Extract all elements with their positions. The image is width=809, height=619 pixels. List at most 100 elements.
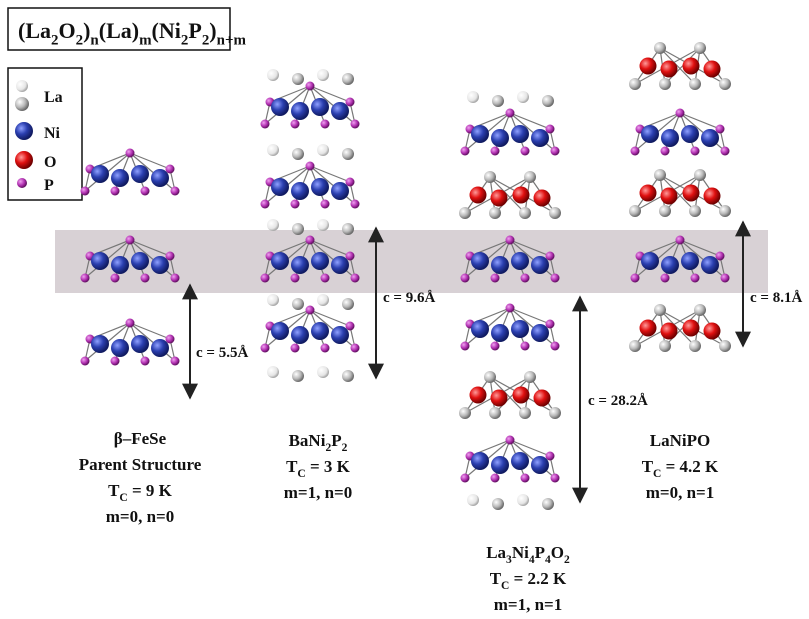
bond (659, 174, 696, 212)
bond (309, 165, 356, 205)
atom (320, 273, 330, 283)
atom (659, 340, 671, 352)
atom (675, 235, 685, 245)
atom (331, 256, 349, 274)
bond (509, 439, 556, 479)
atom (720, 146, 730, 156)
atom (542, 95, 554, 107)
bond (309, 309, 356, 349)
atom (675, 108, 685, 118)
label: TC = 9 K (108, 481, 173, 504)
atom (511, 252, 529, 270)
atom (630, 146, 640, 156)
text-segment: m=0, n=1 (646, 483, 715, 502)
label: c = 8.1Å (750, 290, 802, 306)
bond (659, 309, 696, 347)
atom (291, 256, 309, 274)
label: LaNiPO (650, 431, 710, 450)
text-segment: O (551, 543, 564, 562)
bond (129, 322, 171, 340)
atom (694, 304, 706, 316)
atom (151, 256, 169, 274)
atom (17, 178, 27, 188)
atom (701, 129, 719, 147)
atom (715, 251, 725, 261)
subscript: 4 (545, 553, 551, 566)
atom (111, 169, 129, 187)
atom (471, 452, 489, 470)
atom (694, 169, 706, 181)
atom (484, 371, 496, 383)
atom (517, 91, 529, 103)
bond (489, 376, 526, 414)
atom (524, 171, 536, 183)
atom (682, 57, 700, 75)
atom (342, 73, 354, 85)
atom (331, 326, 349, 344)
atom (460, 146, 470, 156)
atom (305, 305, 315, 315)
atom (131, 165, 149, 183)
bond (489, 176, 526, 214)
atom (520, 473, 530, 483)
atom (639, 57, 657, 75)
label: m=1, n=1 (494, 595, 563, 614)
atom (267, 294, 279, 306)
atom (260, 273, 270, 283)
atom (629, 205, 641, 217)
atom (460, 473, 470, 483)
atom (489, 407, 501, 419)
atom (110, 356, 120, 366)
atom (320, 199, 330, 209)
label: Parent Structure (79, 455, 202, 474)
atom (317, 366, 329, 378)
subscript: 3 (506, 553, 512, 566)
atom (703, 322, 721, 340)
atom (469, 186, 487, 204)
atom (317, 219, 329, 231)
bond (309, 309, 351, 327)
atom (545, 124, 555, 134)
bond (309, 165, 351, 183)
atom (641, 125, 659, 143)
subscript: 2 (181, 33, 188, 49)
bond (509, 112, 556, 152)
atom (694, 42, 706, 54)
text-segment: T (286, 457, 298, 476)
atom (260, 199, 270, 209)
bond (309, 239, 351, 257)
atom (549, 407, 561, 419)
atom (520, 146, 530, 156)
atom (110, 273, 120, 283)
atom (520, 273, 530, 283)
atom (267, 69, 279, 81)
atom (311, 252, 329, 270)
atom (125, 148, 135, 158)
atom (511, 452, 529, 470)
atom (345, 177, 355, 187)
subscript: C (501, 579, 509, 592)
bond (509, 239, 551, 257)
bond (679, 239, 726, 279)
atom (491, 129, 509, 147)
atom (345, 97, 355, 107)
atom (505, 235, 515, 245)
atom (320, 119, 330, 129)
text-segment: (La) (99, 18, 139, 43)
text-segment: P (331, 431, 341, 450)
subscript: 2 (564, 553, 570, 566)
atom (311, 98, 329, 116)
atom (531, 256, 549, 274)
atom (531, 324, 549, 342)
atom (654, 42, 666, 54)
atom (290, 119, 300, 129)
atom (689, 340, 701, 352)
atom (140, 356, 150, 366)
atom (639, 184, 657, 202)
subscript: 4 (529, 553, 535, 566)
atom (350, 343, 360, 353)
atom (290, 343, 300, 353)
atom (290, 273, 300, 283)
label: β–FeSe (114, 429, 167, 448)
atom (511, 320, 529, 338)
